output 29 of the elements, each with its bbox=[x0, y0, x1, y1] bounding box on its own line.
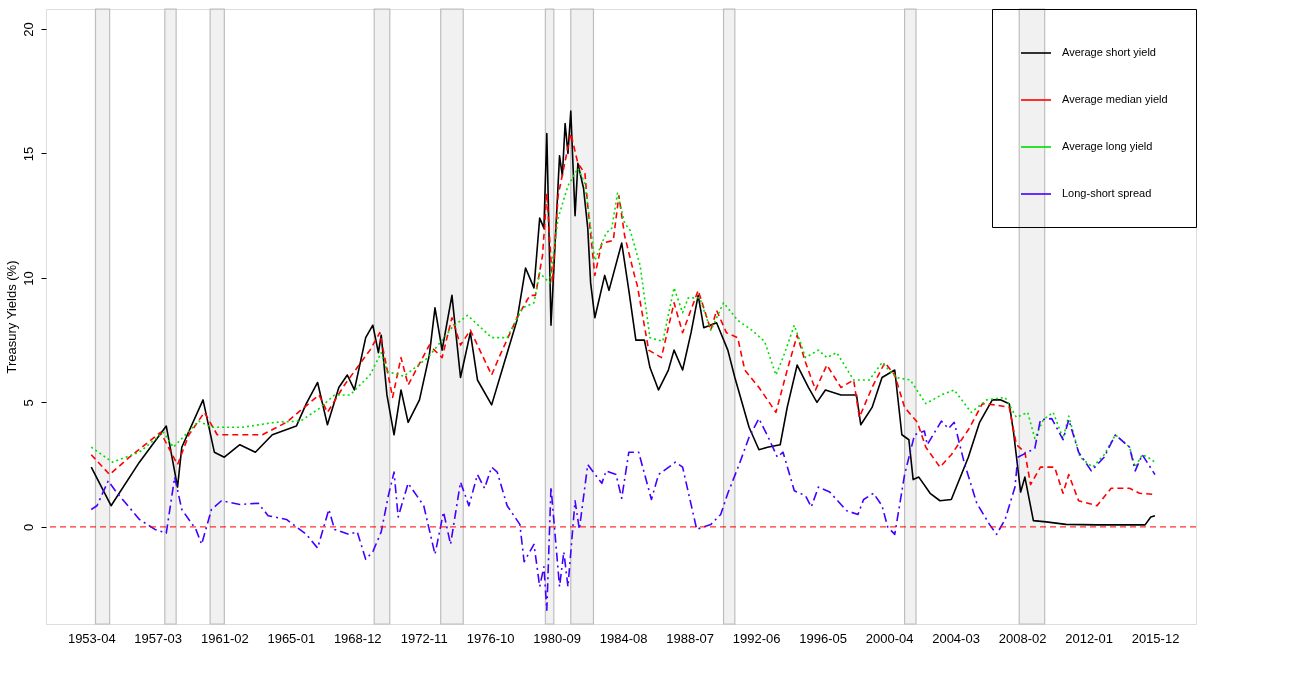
x-tick-label: 2015-12 bbox=[1131, 630, 1180, 646]
x-tick-label: 2012-01 bbox=[1065, 630, 1113, 646]
legend-label: Average short yield bbox=[1062, 46, 1156, 58]
x-tick-label: 1957-03 bbox=[134, 630, 183, 646]
x-tick-label: 1988-07 bbox=[666, 630, 714, 646]
y-tick-label: 5 bbox=[20, 399, 36, 407]
x-tick-label: 2000-04 bbox=[865, 630, 914, 646]
x-tick-label: 1980-09 bbox=[533, 630, 582, 646]
x-tick-label: 1992-06 bbox=[732, 630, 781, 646]
y-axis-title: Treasury Yields (%) bbox=[3, 260, 19, 374]
legend-label: Long-short spread bbox=[1062, 187, 1152, 199]
x-tick-label: 1965-01 bbox=[267, 630, 316, 646]
x-tick-label: 1961-02 bbox=[200, 630, 249, 646]
x-tick-label: 1953-04 bbox=[67, 630, 116, 646]
line-series bbox=[90, 417, 1156, 612]
y-tick-label: 10 bbox=[20, 271, 36, 286]
x-tick-label: 1968-12 bbox=[333, 630, 382, 646]
line-series bbox=[90, 167, 1156, 468]
y-tick-label: 15 bbox=[20, 146, 36, 162]
x-tick-label: 1972-11 bbox=[400, 630, 448, 646]
legend-label: Average median yield bbox=[1062, 93, 1168, 105]
y-tick-label: 20 bbox=[20, 22, 36, 37]
x-tick-label: 1996-05 bbox=[799, 630, 847, 646]
x-tick-label: 2008-02 bbox=[998, 630, 1047, 646]
y-tick-label: 0 bbox=[20, 523, 36, 532]
x-tick-label: 1976-10 bbox=[466, 630, 515, 646]
legend-label: Average long yield bbox=[1062, 140, 1153, 152]
x-tick-label: 1984-08 bbox=[599, 630, 648, 646]
x-tick-label: 2004-03 bbox=[932, 630, 980, 646]
